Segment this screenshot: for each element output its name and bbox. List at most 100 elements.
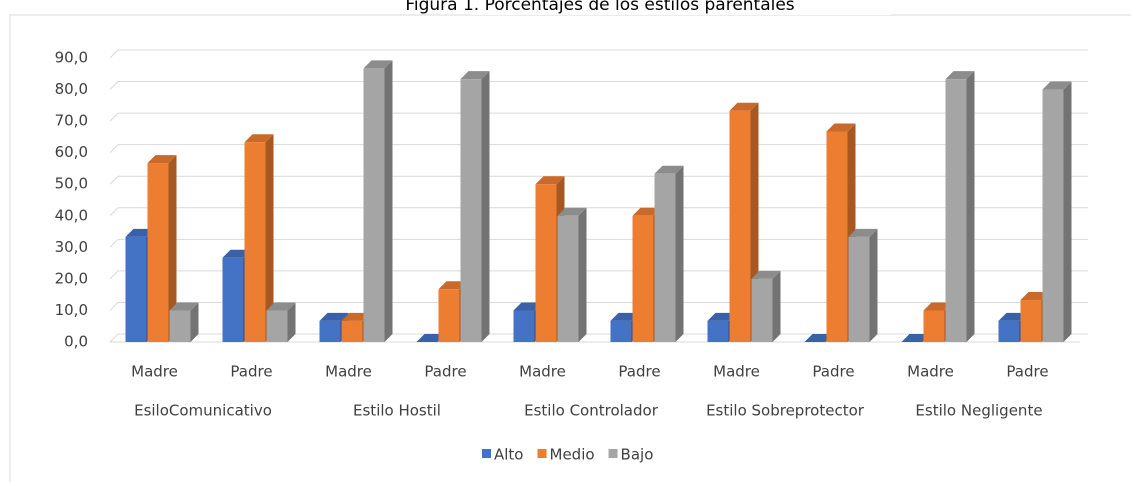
bar-top [557,207,587,216]
legend-swatch [537,449,547,458]
bar [319,320,341,342]
bar-top [147,155,177,164]
bar [169,310,191,342]
x-tick-label: Padre [1006,363,1048,381]
bar-top [319,312,349,321]
bar [147,163,169,342]
bar-top [751,270,781,279]
bar [826,131,848,342]
group-label: Estilo Sobreprotector [706,402,865,420]
grid-line [109,207,1088,217]
grid-line [109,144,1088,154]
bar-side [481,71,490,343]
bar-side [190,302,199,342]
bar-side [1063,81,1072,343]
bar [460,79,482,343]
bar-top [169,302,199,311]
bar [707,320,729,342]
bar-top [460,71,490,80]
legend-label: Alto [494,446,524,464]
bar-top [998,312,1028,321]
y-tick-label: 40,0 [55,206,88,224]
bar-top [416,334,446,342]
bar-top [513,302,543,311]
bar [438,289,460,342]
y-tick-label: 50,0 [55,175,88,193]
group-label: Estilo Hostil [353,402,441,420]
bar-top [707,312,737,321]
bar [244,142,266,342]
bar-top [363,60,393,69]
group-label: Estilo Negligente [915,402,1042,420]
bar [998,320,1020,342]
x-tick-label: Madre [713,363,760,381]
legend-swatch [608,449,618,458]
grid-line [109,49,1088,59]
bar [654,173,676,342]
bar-side [869,228,878,342]
group-label: EsiloComunicativo [134,402,272,420]
bar [363,68,385,342]
bar [610,320,632,342]
bar-top [125,228,155,237]
grid-line [109,238,1088,248]
grid-line [109,175,1088,185]
bar [535,184,557,342]
bar-top [654,165,684,174]
bar-top [901,334,931,342]
bar-top [341,312,371,321]
bar-side [287,302,296,342]
y-tick-label: 10,0 [55,301,88,319]
bar [557,215,579,342]
bar [729,110,751,342]
bar-top [535,176,565,185]
bar-top [729,102,759,111]
grid-line [109,112,1088,122]
y-tick-label: 90,0 [55,49,88,67]
bar [945,79,967,343]
bar-side [384,60,393,343]
y-tick-label: 70,0 [55,112,88,130]
bar-top [1020,292,1050,301]
bar-top [222,249,252,258]
title-background [470,0,890,15]
bar-top [804,334,834,342]
legend-label: Medio [550,446,595,464]
x-tick-label: Padre [812,363,854,381]
bar-top [1042,81,1072,90]
bar-side [265,134,274,342]
bar-top [610,312,640,321]
y-tick-label: 30,0 [55,238,88,256]
bar-top [945,71,975,80]
bar-side [578,207,587,342]
bar-top [438,281,468,290]
x-tick-label: Padre [618,363,660,381]
bar [1020,300,1042,342]
bar-side [168,155,177,342]
bar [266,310,288,342]
x-tick-label: Madre [131,363,178,381]
x-tick-label: Madre [325,363,372,381]
y-tick-label: 0,0 [64,333,88,351]
x-tick-label: Madre [519,363,566,381]
x-tick-label: Padre [230,363,272,381]
y-tick-label: 20,0 [55,269,88,287]
bar [848,236,870,342]
bar-side [966,71,975,343]
bar [1042,89,1064,342]
bar-top [244,134,274,143]
x-tick-label: Padre [424,363,466,381]
bar-top [848,228,878,237]
bar-top [266,302,296,311]
legend-label: Bajo [621,446,654,464]
bar-top [632,207,662,216]
x-tick-label: Madre [907,363,954,381]
legend-swatch [482,449,491,458]
group-label: Estilo Controlador [524,402,659,420]
bar-top [923,302,953,311]
grid-line [109,81,1088,90]
y-tick-label: 60,0 [55,143,88,161]
bar [341,320,363,342]
bar-side [675,165,684,342]
